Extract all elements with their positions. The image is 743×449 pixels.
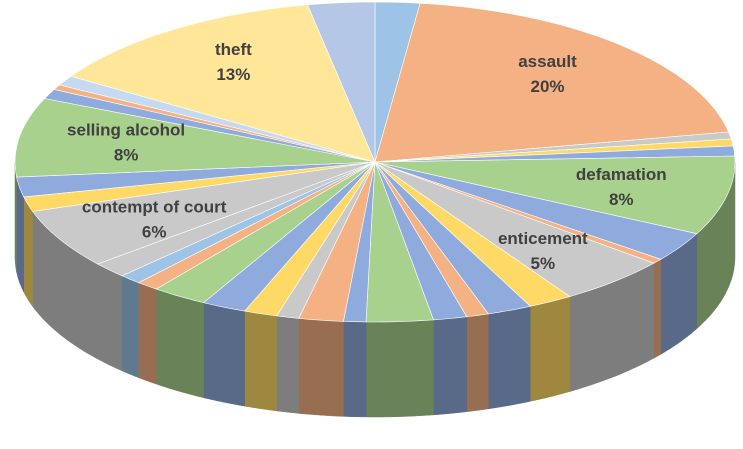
- slice-value-label: 8%: [609, 190, 634, 209]
- slice-side: [23, 196, 33, 308]
- slice: [155, 161, 376, 304]
- slice: [374, 161, 698, 260]
- slice-side: [365, 319, 434, 418]
- slice-side: [530, 296, 571, 402]
- slice-side: [276, 315, 299, 414]
- slice: [307, 1, 376, 163]
- slice-label: theft: [215, 40, 252, 59]
- slice-side: [244, 310, 277, 412]
- slice-side: [343, 321, 367, 418]
- slice-side: [298, 318, 344, 417]
- slice-side: [121, 275, 139, 379]
- slice-side: [97, 263, 123, 372]
- slice-side: [14, 162, 17, 273]
- slice: [14, 98, 376, 178]
- slice-value-label: 6%: [142, 222, 167, 241]
- slice-label: enticement: [498, 229, 588, 248]
- slice: [374, 155, 736, 235]
- slice-side: [653, 258, 662, 359]
- slice-label: selling alcohol: [67, 121, 185, 140]
- slice-label: assault: [518, 52, 577, 71]
- slice: [374, 161, 655, 297]
- slice-side: [433, 316, 467, 416]
- slice: [365, 161, 434, 323]
- slice: [70, 4, 376, 163]
- slice-value-label: 5%: [531, 254, 556, 273]
- slice-side: [155, 288, 204, 399]
- slice-label: contempt of court: [82, 197, 227, 216]
- slice-value-label: 20%: [530, 77, 564, 96]
- slice-label: defamation: [576, 165, 667, 184]
- slice-side: [203, 302, 245, 407]
- slice-side: [466, 313, 489, 412]
- slice-value-label: 8%: [114, 146, 139, 165]
- slice-side: [138, 282, 157, 385]
- slice-value-label: 13%: [216, 65, 250, 84]
- slice-side: [488, 305, 531, 410]
- slice: [32, 161, 376, 265]
- slice: [374, 2, 730, 163]
